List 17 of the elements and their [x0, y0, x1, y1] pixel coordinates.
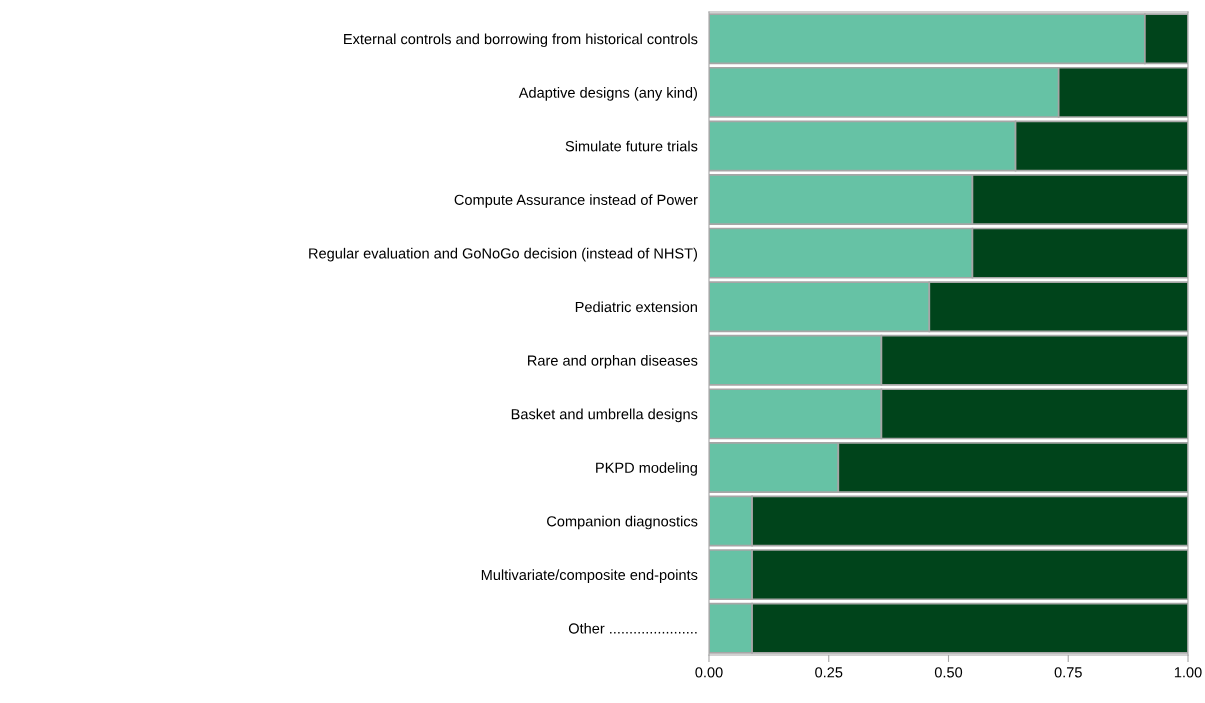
x-tick-label: 0.00	[695, 667, 723, 678]
y-tick-label: External controls and borrowing from historical controls	[344, 33, 698, 48]
x-tick-label: 0.50	[934, 667, 963, 678]
y-tick-label: Regular evaluation and GoNoGo decision (instead of NHST)	[309, 247, 698, 262]
y-tick-label: Basket and umbrella designs	[511, 408, 698, 423]
y-tick-label: Rare and orphan diseases	[528, 355, 698, 369]
y-tick-label: Simulate future trials	[565, 140, 698, 152]
x-tick-label: 1.00	[1174, 667, 1202, 678]
y-tick-label: Companion diagnostics	[547, 515, 698, 530]
y-tick-label: Pediatric extension	[575, 301, 697, 313]
y-tick-label: Compute Assurance instead of Power	[454, 194, 698, 208]
x-tick-label: 0.75	[1054, 667, 1082, 678]
x-tick-label: 0.25	[815, 667, 843, 678]
y-tick-label: PKPD modeling	[596, 462, 697, 476]
y-tick-label: Adaptive designs (any kind)	[518, 87, 697, 101]
y-tick-label: Other ......................	[568, 622, 697, 634]
y-tick-label: Multivariate/composite end-points	[481, 569, 698, 583]
